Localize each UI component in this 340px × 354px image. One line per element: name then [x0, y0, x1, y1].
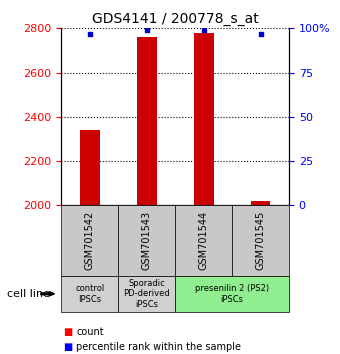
Text: percentile rank within the sample: percentile rank within the sample: [76, 342, 241, 352]
Bar: [193, 33, 214, 205]
Text: ■: ■: [63, 327, 72, 337]
Point: [87, 31, 92, 36]
Text: GSM701542: GSM701542: [85, 211, 95, 270]
Text: cell line: cell line: [7, 289, 50, 299]
Bar: [80, 130, 100, 205]
Text: presenilin 2 (PS2)
iPSCs: presenilin 2 (PS2) iPSCs: [195, 284, 269, 303]
Text: count: count: [76, 327, 104, 337]
Point: [258, 31, 263, 36]
Point: [201, 27, 206, 33]
Text: GSM701543: GSM701543: [142, 211, 152, 270]
Text: control
IPSCs: control IPSCs: [75, 284, 104, 303]
Title: GDS4141 / 200778_s_at: GDS4141 / 200778_s_at: [92, 12, 258, 26]
Text: ■: ■: [63, 342, 72, 352]
Bar: [137, 37, 157, 205]
Bar: [251, 201, 271, 205]
Text: GSM701544: GSM701544: [199, 211, 208, 270]
Text: GSM701545: GSM701545: [256, 211, 266, 270]
Text: Sporadic
PD-derived
iPSCs: Sporadic PD-derived iPSCs: [123, 279, 170, 309]
Point: [144, 27, 149, 33]
